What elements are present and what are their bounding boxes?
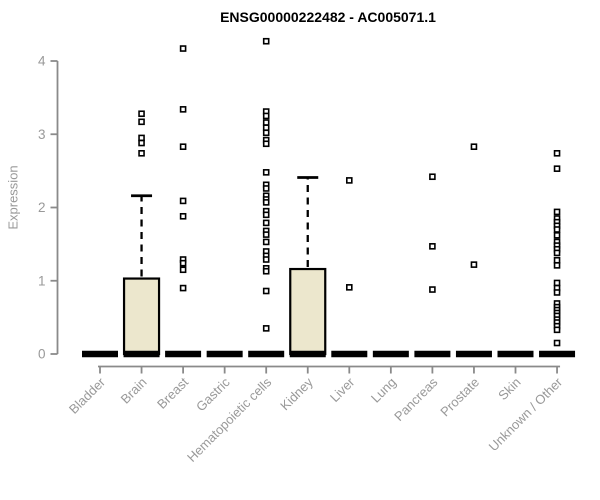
median-bar xyxy=(248,350,285,358)
median-bar xyxy=(123,350,160,358)
outlier-point xyxy=(262,185,270,192)
outlier-point xyxy=(553,279,561,287)
x-tick-label: Skin xyxy=(495,375,523,403)
outlier-point xyxy=(262,124,270,131)
x-tick-label: Unknown / Other xyxy=(486,374,566,454)
outlier-point xyxy=(138,149,145,157)
outlier-point xyxy=(262,169,270,176)
outlier-point xyxy=(179,266,187,274)
outlier-point xyxy=(262,238,270,246)
outlier-point xyxy=(429,173,436,181)
outlier-point xyxy=(553,232,561,239)
median-bar xyxy=(165,350,202,358)
outlier-point xyxy=(553,289,561,296)
x-tick-label: Breast xyxy=(154,374,191,411)
outlier-point xyxy=(262,140,270,148)
y-tick-label: 0 xyxy=(38,347,46,362)
outlier-point xyxy=(470,143,478,151)
median-bar xyxy=(497,350,534,358)
x-tick-label: Lung xyxy=(368,375,399,406)
x-tick-label: Brain xyxy=(118,375,150,407)
x-tick-label: Pancreas xyxy=(391,374,441,424)
outlier-point xyxy=(429,243,436,250)
outlier-point xyxy=(262,325,270,332)
x-tick-label: Prostate xyxy=(437,375,482,420)
median-bar xyxy=(414,350,451,358)
median-bar xyxy=(372,350,409,358)
outlier-point xyxy=(262,256,270,263)
outlier-point xyxy=(470,261,478,268)
median-bar xyxy=(331,350,368,358)
outlier-point xyxy=(553,149,561,157)
outlier-point xyxy=(262,37,270,45)
outlier-point xyxy=(262,211,270,219)
outlier-point xyxy=(179,143,187,151)
outlier-point xyxy=(179,212,187,220)
y-tick-label: 1 xyxy=(38,273,46,288)
median-bar xyxy=(289,350,326,358)
outlier-point xyxy=(553,256,561,264)
outlier-point xyxy=(262,112,270,120)
outlier-point xyxy=(345,177,353,184)
outlier-point xyxy=(553,326,561,334)
outlier-point xyxy=(179,45,187,52)
box xyxy=(122,277,161,356)
outlier-point xyxy=(553,165,561,172)
outlier-point xyxy=(262,129,270,137)
y-tick-label: 2 xyxy=(38,200,46,215)
x-tick-label: Liver xyxy=(327,374,358,405)
median-bar xyxy=(455,350,492,358)
y-tick-label: 3 xyxy=(38,127,46,142)
outlier-point xyxy=(262,199,270,206)
outlier-point xyxy=(262,287,270,295)
outlier-point xyxy=(138,134,145,142)
outlier-point xyxy=(262,219,270,227)
outlier-point xyxy=(553,226,561,233)
outlier-point xyxy=(138,139,145,147)
median-bar xyxy=(206,350,243,358)
outlier-point xyxy=(553,249,561,257)
x-tick-label: Gastric xyxy=(193,374,233,414)
y-tick-label: 4 xyxy=(38,54,46,69)
outlier-point xyxy=(179,284,187,292)
box xyxy=(289,267,327,356)
outlier-point xyxy=(138,118,145,126)
median-bar xyxy=(539,350,576,358)
outlier-point xyxy=(138,110,145,118)
outlier-point xyxy=(553,339,561,347)
chart-title: ENSG00000222482 - AC005071.1 xyxy=(220,9,436,25)
outlier-point xyxy=(262,119,270,126)
median-bar xyxy=(82,350,118,358)
x-tick-label: Kidney xyxy=(277,374,316,413)
x-tick-label: Bladder xyxy=(66,374,109,417)
outlier-point xyxy=(262,231,270,238)
outlier-point xyxy=(262,267,270,275)
outlier-point xyxy=(345,284,353,291)
outlier-point xyxy=(179,197,187,205)
outlier-point xyxy=(429,286,436,293)
outlier-point xyxy=(553,262,561,269)
outlier-point xyxy=(179,106,187,113)
outlier-point xyxy=(553,208,561,216)
outlier-point xyxy=(179,259,187,267)
